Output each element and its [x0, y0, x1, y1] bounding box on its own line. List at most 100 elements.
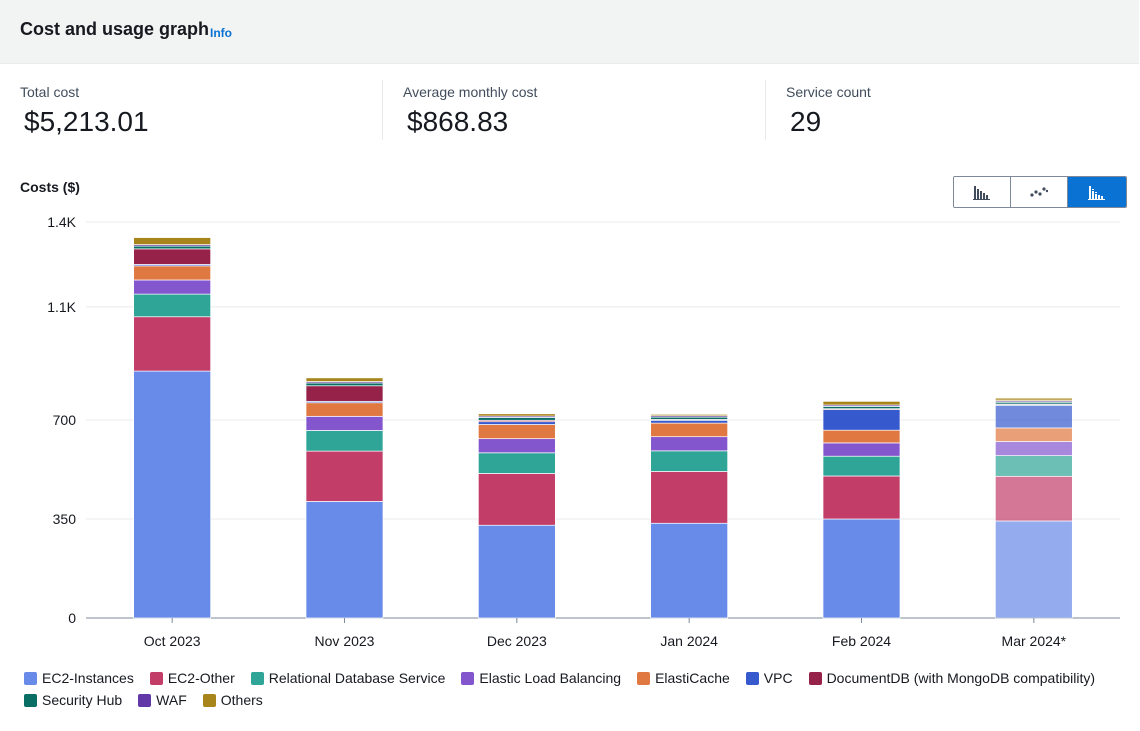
bar-segment[interactable]: [650, 422, 729, 438]
y-tick-label: 350: [53, 511, 77, 527]
legend-item[interactable]: DocumentDB (with MongoDB compatibility): [808, 670, 1095, 686]
stacked-bar-chart: 0 350 700 1.1K 1.4K Oct 2023 Nov 2023 Dec 2023 J…: [47, 214, 1120, 649]
bar-chart-icon: [973, 186, 990, 200]
bar-segment[interactable]: [305, 382, 384, 387]
bar-segment[interactable]: [477, 417, 556, 421]
bar-segment[interactable]: [994, 397, 1073, 402]
bar-chart-toggle-button[interactable]: [954, 177, 1011, 207]
bar-segment[interactable]: [305, 430, 384, 452]
bar-segment[interactable]: [994, 441, 1073, 456]
bar-segment[interactable]: [822, 409, 901, 431]
bar-segment[interactable]: [994, 404, 1073, 429]
y-tick-label: 0: [68, 610, 76, 626]
service-count-label: Service count: [786, 84, 871, 100]
bar-segment[interactable]: [994, 427, 1073, 442]
average-monthly-cost-label: Average monthly cost: [403, 84, 538, 100]
bar-segment[interactable]: [650, 419, 729, 424]
bar-segment[interactable]: [477, 421, 556, 425]
bar-segment[interactable]: [305, 402, 384, 417]
y-tick-label: 1.4K: [47, 214, 76, 230]
bar-segment[interactable]: [305, 415, 384, 431]
kpi-average-monthly-cost: Average monthly cost $868.83: [403, 84, 537, 138]
bar-segment[interactable]: [650, 471, 729, 524]
kpi-total-cost: Total cost $5,213.01: [20, 84, 149, 138]
legend-item[interactable]: EC2-Instances: [24, 670, 134, 686]
line-chart-toggle-button[interactable]: [1011, 177, 1068, 207]
chart-type-toggle: [953, 176, 1127, 208]
bar-segment[interactable]: [305, 385, 384, 402]
bar-segment[interactable]: [133, 370, 212, 619]
legend-swatch: [808, 671, 822, 685]
legend-item[interactable]: Elastic Load Balancing: [461, 670, 621, 686]
legend-label: VPC: [763, 670, 793, 686]
x-tick-label: Dec 2023: [487, 633, 547, 649]
panel-title: Cost and usage graph: [20, 19, 210, 39]
bar-segment[interactable]: [133, 293, 212, 318]
legend-swatch: [637, 671, 651, 685]
legend-item[interactable]: ElastiCache: [637, 670, 730, 686]
x-tick-label: Jan 2024: [660, 633, 718, 649]
bar-segment[interactable]: [133, 316, 212, 372]
bar-segment[interactable]: [477, 473, 556, 526]
bar-segment[interactable]: [133, 245, 212, 250]
bar-segment[interactable]: [477, 524, 556, 619]
stacked-bar-chart-toggle-button[interactable]: [1068, 177, 1126, 207]
legend-item[interactable]: VPC: [745, 670, 793, 686]
legend-label: Elastic Load Balancing: [479, 670, 622, 686]
total-cost-label: Total cost: [20, 84, 80, 100]
legend-swatch: [461, 671, 475, 685]
info-link[interactable]: Info: [210, 26, 232, 40]
bar-segment[interactable]: [822, 442, 901, 457]
legend-label: Relational Database Service: [268, 670, 446, 686]
bar-segment[interactable]: [650, 413, 729, 417]
bar-segment[interactable]: [305, 501, 384, 619]
bar-segment[interactable]: [133, 248, 212, 265]
legend-item[interactable]: Security Hub: [24, 692, 122, 708]
bar-segment[interactable]: [650, 436, 729, 452]
legend-swatch: [149, 671, 163, 685]
bar-segment[interactable]: [994, 475, 1073, 522]
y-tick-label: 1.1K: [47, 299, 76, 315]
bar-segment[interactable]: [822, 455, 901, 477]
bar-segment[interactable]: [822, 475, 901, 520]
legend-item[interactable]: Relational Database Service: [250, 670, 446, 686]
legend-label: EC2-Other: [167, 670, 235, 686]
legend-label: WAF: [156, 692, 187, 708]
bar-segment[interactable]: [650, 450, 729, 472]
x-tick-label: Feb 2024: [832, 633, 891, 649]
bar-segment[interactable]: [477, 452, 556, 474]
legend-swatch: [24, 693, 37, 707]
bar-segment[interactable]: [650, 522, 729, 619]
line-chart-icon: [1030, 187, 1048, 197]
bar-segment[interactable]: [822, 429, 901, 444]
kpi-service-count: Service count 29: [786, 84, 871, 138]
chart-title: Costs ($): [20, 179, 80, 195]
kpi-divider: [765, 80, 766, 140]
bar-segment[interactable]: [133, 265, 212, 281]
legend-label: Security Hub: [42, 692, 123, 708]
legend-label: EC2-Instances: [42, 670, 134, 686]
bar-segment[interactable]: [994, 520, 1073, 619]
bar-segment[interactable]: [477, 413, 556, 417]
x-tick-label: Mar 2024*: [1002, 633, 1067, 649]
bar-segment[interactable]: [477, 438, 556, 454]
bar-segment[interactable]: [822, 400, 901, 406]
average-monthly-cost-value: $868.83: [407, 106, 509, 137]
legend-swatch: [250, 671, 264, 685]
legend-label: ElastiCache: [655, 670, 730, 686]
bar-segment[interactable]: [305, 377, 384, 382]
bar-segment[interactable]: [477, 424, 556, 440]
bar-segment[interactable]: [133, 279, 212, 295]
legend-swatch: [138, 693, 152, 707]
legend-item[interactable]: EC2-Other: [149, 670, 235, 686]
legend-swatch: [745, 671, 759, 685]
legend-item[interactable]: Others: [202, 692, 263, 708]
bar-segment[interactable]: [305, 450, 384, 502]
legend-item[interactable]: WAF: [138, 692, 187, 708]
bar-segment[interactable]: [994, 455, 1073, 477]
bar-segment[interactable]: [133, 237, 212, 245]
stacked-bar-chart-icon: [1088, 186, 1105, 200]
x-tick-label: Nov 2023: [315, 633, 375, 649]
legend-swatch: [24, 671, 37, 685]
bar-segment[interactable]: [822, 518, 901, 619]
